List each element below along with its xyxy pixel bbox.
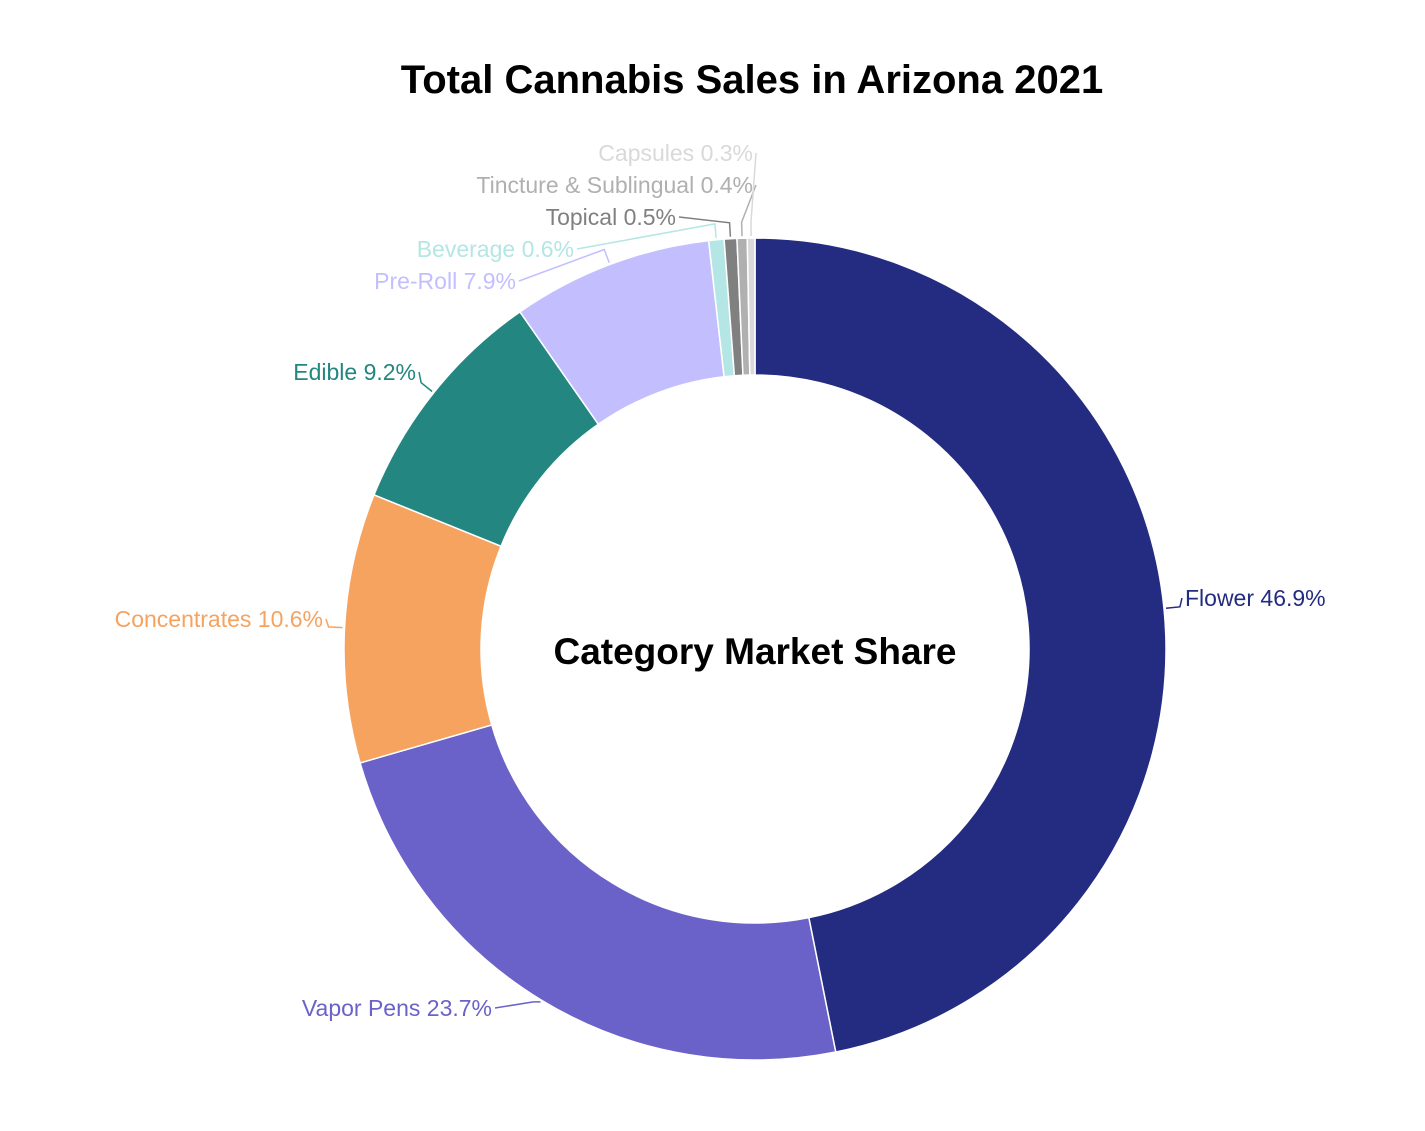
leader-line-capsules (750, 152, 757, 237)
leader-lines-layer (325, 152, 1183, 1009)
leader-line-flower (1165, 597, 1183, 609)
slice-label-beverage: Beverage 0.6% (417, 236, 574, 262)
chart-title: Total Cannabis Sales in Arizona 2021 (400, 58, 1104, 102)
leader-line-concentrates (325, 618, 343, 629)
slice-label-concentrates: Concentrates 10.6% (115, 606, 323, 632)
leader-line-beverage (576, 223, 717, 250)
slice-vapor-pens[interactable] (359, 724, 837, 1061)
center-label: Category Market Share (553, 631, 956, 672)
leader-line-edible (418, 371, 433, 393)
slice-capsules[interactable] (746, 237, 756, 376)
slice-label-vapor-pens: Vapor Pens 23.7% (302, 995, 492, 1021)
slice-label-pre-roll: Pre-Roll 7.9% (374, 268, 516, 294)
slice-label-edible: Edible 9.2% (293, 359, 416, 385)
leader-line-tincture-sublingual (740, 184, 757, 237)
slice-flower[interactable] (754, 237, 1167, 1053)
slice-label-topical: Topical 0.5% (546, 204, 676, 230)
slices-layer (343, 237, 1167, 1061)
leader-line-pre-roll (518, 248, 610, 282)
slice-label-capsules: Capsules 0.3% (598, 140, 753, 166)
slice-label-flower: Flower 46.9% (1185, 585, 1326, 611)
leader-line-topical (678, 216, 732, 237)
slice-labels-layer: Flower 46.9% Vapor Pens 23.7% Concentrates… (115, 140, 1326, 1021)
slice-label-tincture-sublingual: Tincture & Sublingual 0.4% (476, 172, 753, 198)
leader-line-vapor-pens (494, 1001, 541, 1009)
